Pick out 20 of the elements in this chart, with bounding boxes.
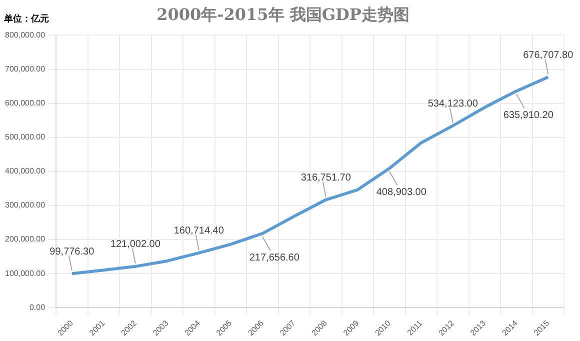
data-label: 676,707.80 (523, 50, 574, 61)
y-tick-label: 600,000.00 (4, 98, 46, 108)
data-label: 408,903.00 (376, 187, 427, 198)
y-tick-label: 200,000.00 (4, 234, 46, 244)
y-tick-label: 500,000.00 (4, 132, 46, 142)
y-tick-label: 300,000.00 (4, 200, 46, 210)
y-tick-label: 0.00 (29, 302, 46, 312)
y-tick-label: 700,000.00 (4, 64, 46, 74)
data-label: 635,910.20 (503, 110, 554, 121)
y-tick-label: 800,000.00 (4, 30, 46, 40)
data-label: 217,656.60 (249, 252, 300, 264)
data-label: 316,751.70 (300, 172, 352, 184)
y-axis-title: 单位：亿元 (3, 13, 49, 24)
data-label: 160,714.40 (174, 226, 224, 237)
data-label: 121,002.00 (110, 239, 161, 250)
data-label: 534,123.00 (428, 98, 478, 110)
data-label: 99,776.30 (50, 246, 95, 258)
y-tick-label: 400,000.00 (4, 166, 46, 176)
chart-title: 2000年-2015年 我国GDP走势图 (156, 4, 410, 24)
y-tick-label: 100,000.00 (4, 268, 46, 278)
